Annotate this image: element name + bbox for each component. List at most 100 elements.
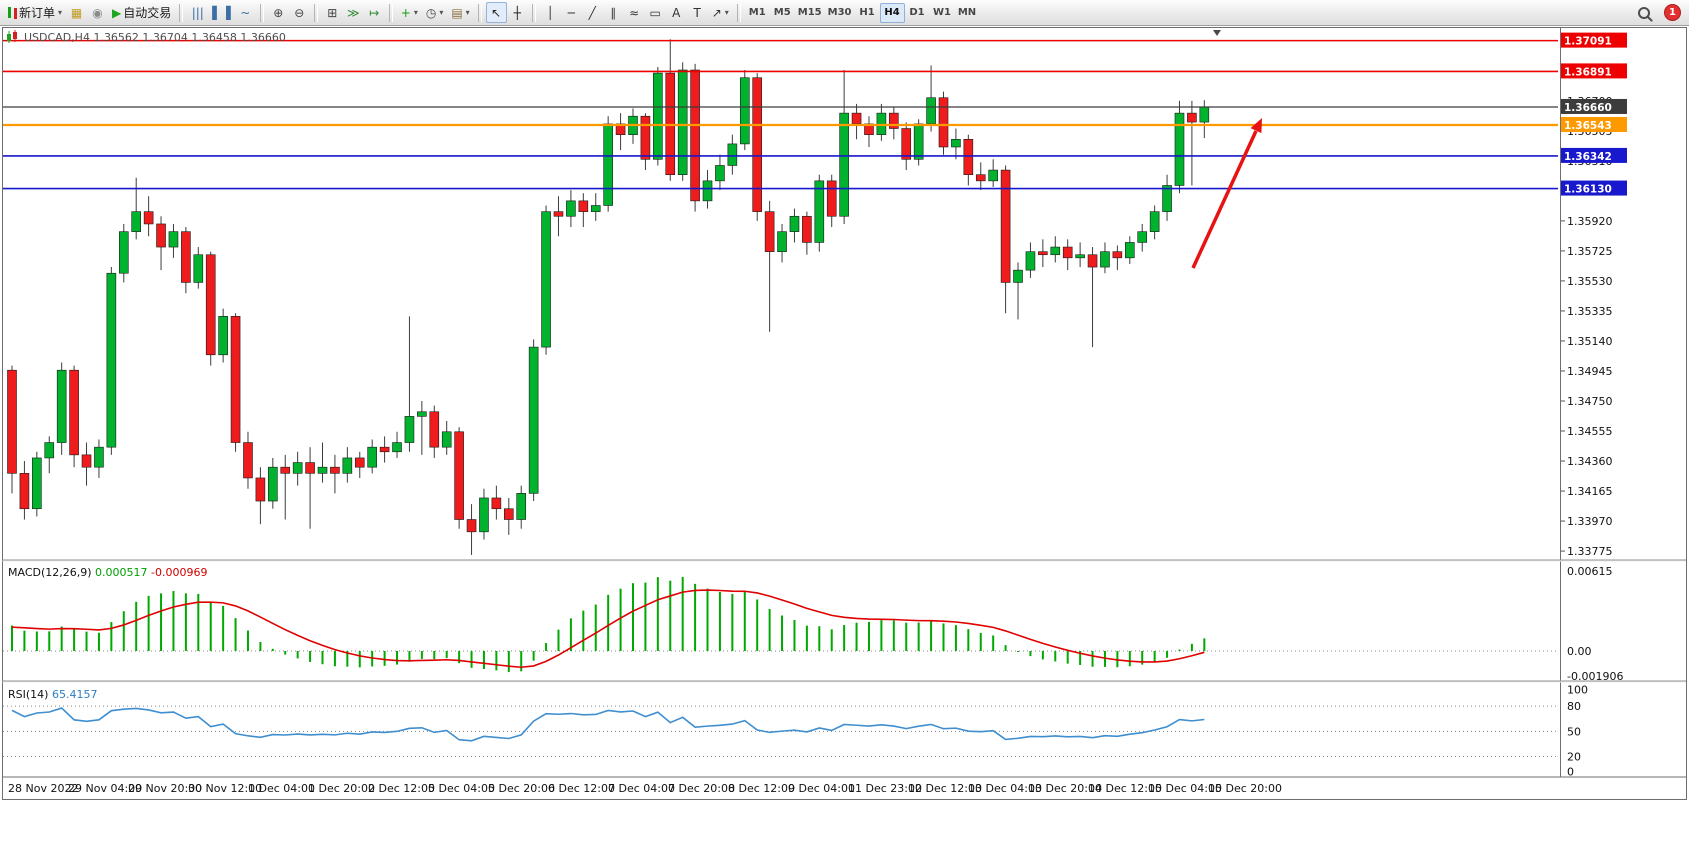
price-badge[interactable]	[1561, 180, 1627, 196]
price-badge[interactable]	[1561, 147, 1627, 163]
new-order-button[interactable]: 新订单 ▾	[4, 2, 66, 23]
indicators-icon: +	[400, 5, 411, 20]
caret-down-icon: ▾	[58, 8, 63, 17]
time-axis-label: 11 Dec 23:00	[848, 782, 922, 795]
candle-down	[901, 128, 912, 160]
text-button[interactable]: A	[666, 2, 687, 23]
price-badge[interactable]	[1561, 32, 1627, 48]
periods-button[interactable]: ◷ ▾	[422, 2, 448, 23]
rsi-scale-label: 100	[1567, 683, 1588, 696]
candle-down	[143, 211, 154, 225]
candle-chart-button[interactable]: ▌▐	[208, 2, 234, 23]
bar-chart-button[interactable]: |||	[187, 2, 208, 23]
timeframe-w1-button[interactable]: W1	[930, 3, 955, 23]
caret-down-icon: ▾	[413, 8, 418, 17]
price-tick-label: 1.33970	[1567, 515, 1613, 528]
candle-down	[466, 519, 477, 533]
cursor-button[interactable]: ↖	[485, 2, 507, 23]
candle-down	[640, 115, 651, 160]
arrows-icon: ↗	[711, 5, 722, 20]
trendline-button[interactable]: ╱	[582, 2, 603, 23]
time-axis-label: 6 Dec 12:00	[548, 782, 615, 795]
fibonacci-button[interactable]: ≈	[624, 2, 645, 23]
candle-down	[19, 473, 30, 510]
arrows-button[interactable]: ↗ ▾	[708, 2, 733, 23]
templates-button[interactable]: ▤ ▾	[447, 2, 473, 23]
notification-badge[interactable]: 1	[1664, 4, 1681, 21]
candle-up	[118, 231, 129, 274]
line-chart-icon: ~	[240, 5, 251, 20]
chart-shift-button[interactable]: ↦	[364, 2, 385, 23]
channel-button[interactable]: ∥	[603, 2, 624, 23]
search-button[interactable]	[1633, 2, 1654, 23]
candle-up	[131, 211, 141, 232]
community-button[interactable]: ◉	[87, 2, 108, 23]
candle-up	[702, 180, 713, 202]
auto-scroll-button[interactable]: ≫	[343, 2, 364, 23]
timeframe-m30-button[interactable]: M30	[825, 3, 855, 23]
new-order-icon	[8, 7, 11, 18]
auto-trading-button[interactable]: ▶ 自动交易	[108, 2, 175, 23]
indicators-button[interactable]: + ▾	[397, 2, 422, 23]
timeframe-mn-button[interactable]: MN	[955, 3, 980, 23]
chart-shift-marker-icon[interactable]	[1213, 30, 1221, 36]
candle-down	[802, 215, 812, 243]
templates-icon: ▤	[451, 5, 463, 20]
candle-up	[1137, 231, 1148, 243]
horizontal-line-button[interactable]: ─	[561, 2, 582, 23]
candle-up	[839, 112, 849, 217]
price-tick-label: 1.34555	[1567, 425, 1613, 438]
candle-up	[417, 411, 427, 417]
toolbar-left-group: 新订单 ▾ ▦ ◉ ▶ 自动交易 ||| ▌▐ ~ ⊕ ⊖ ⊞ ≫ ↦ + ▾ ◷ ▾ ▤ ▾ ↖ ┼ │ ─ ╱ ∥ ≈ ▭ A T ↗ ▾	[4, 2, 745, 23]
vertical-line-icon: │	[546, 5, 554, 20]
tile-windows-icon: ⊞	[327, 5, 338, 20]
time-axis-label: 15 Dec 20:00	[1208, 782, 1282, 795]
toolbar-right: 1	[1633, 2, 1685, 23]
timeframe-m15-button[interactable]: M15	[795, 3, 825, 23]
price-badge[interactable]	[1561, 63, 1627, 79]
candle-down	[330, 466, 340, 474]
new-chart-button[interactable]: ▦	[66, 2, 87, 23]
candle-chart-icon: ▌▐	[212, 5, 231, 20]
label-button[interactable]: T	[687, 2, 708, 23]
time-axis-label: 7 Dec 04:00	[608, 782, 675, 795]
price-badge[interactable]	[1561, 98, 1627, 114]
candle-down	[1000, 169, 1011, 283]
caret-down-icon: ▾	[439, 8, 444, 17]
candle-up	[516, 493, 527, 520]
timeframe-h1-button[interactable]: H1	[855, 3, 880, 23]
timeframe-m5-button[interactable]: M5	[770, 3, 795, 23]
price-badge-label: 1.36130	[1564, 184, 1612, 196]
shapes-button[interactable]: ▭	[645, 2, 666, 23]
candle-up	[441, 431, 452, 448]
candle-down	[752, 77, 763, 212]
time-axis-label: 13 Dec 04:00	[968, 782, 1042, 795]
zoom-out-button[interactable]: ⊖	[289, 2, 310, 23]
candle-up	[590, 205, 601, 212]
toolbar-separator	[736, 3, 741, 22]
candle-down	[1038, 251, 1048, 256]
tile-windows-button[interactable]: ⊞	[322, 2, 343, 23]
candle-down	[503, 508, 514, 520]
macd-histogram	[11, 576, 1206, 673]
trend-arrow-annotation[interactable]	[1191, 118, 1262, 269]
candle-up	[56, 369, 67, 443]
time-axis-label: 5 Dec 20:00	[488, 782, 555, 795]
time-axis-label: 13 Dec 20:00	[1028, 782, 1102, 795]
price-badge-label: 1.36342	[1564, 151, 1612, 163]
timeframe-d1-button[interactable]: D1	[905, 3, 930, 23]
timeframe-m1-button[interactable]: M1	[745, 3, 770, 23]
zoom-in-button[interactable]: ⊕	[268, 2, 289, 23]
candle-down	[205, 254, 216, 356]
periods-icon: ◷	[425, 5, 437, 20]
candle-up	[653, 72, 663, 160]
chart-plot-area[interactable]	[3, 28, 1558, 560]
time-axis-label: 30 Nov 12:00	[188, 782, 262, 795]
price-badge[interactable]	[1561, 116, 1627, 132]
timeframe-h4-button[interactable]: H4	[879, 2, 905, 23]
vertical-line-button[interactable]: │	[540, 2, 561, 23]
line-chart-button[interactable]: ~	[235, 2, 256, 23]
price-tick-label: 1.35920	[1567, 215, 1613, 228]
crosshair-button[interactable]: ┼	[507, 2, 528, 23]
